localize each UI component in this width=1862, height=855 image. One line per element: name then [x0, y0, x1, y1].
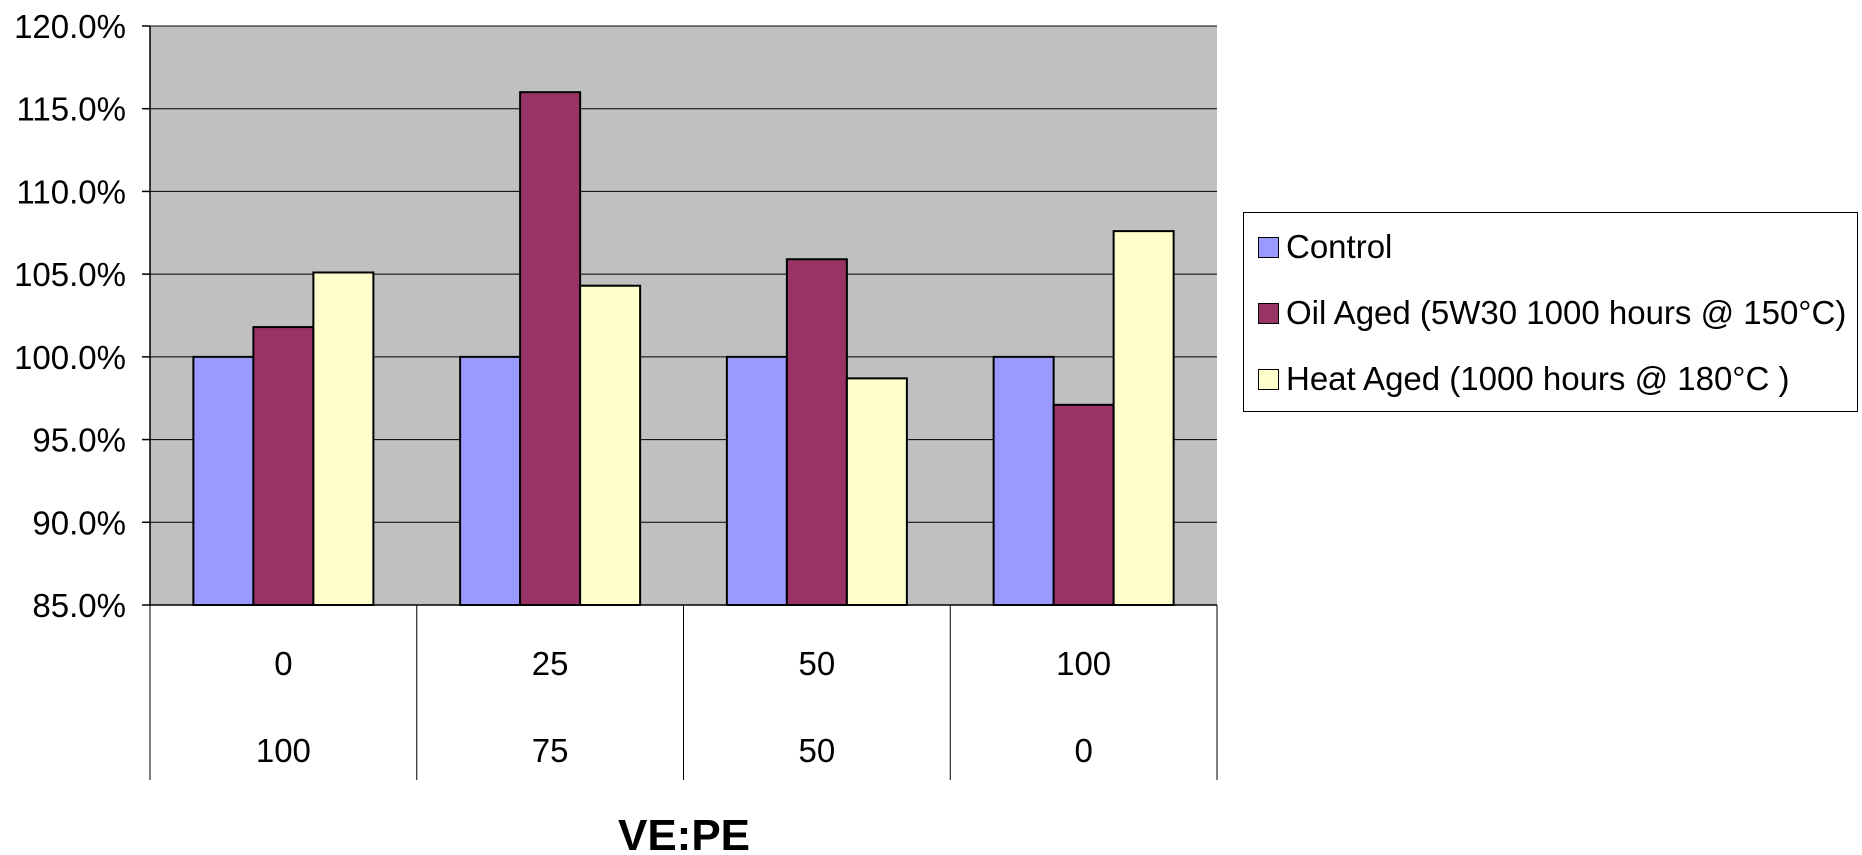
y-axis-ticks: 85.0% 90.0% 95.0% 100.0% 105.0% 110.0% 115.0% 1… — [14, 8, 150, 624]
bar-control — [992, 355, 1055, 606]
bar-oil — [252, 326, 315, 606]
legend-item: Control — [1258, 227, 1392, 267]
y-tick-label: 100.0% — [14, 339, 126, 376]
bar-oil — [785, 258, 848, 606]
y-tick-label: 105.0% — [14, 256, 126, 293]
legend-label: Oil Aged (5W30 1000 hours @ 150°C) — [1286, 294, 1847, 331]
legend-swatch — [1258, 302, 1279, 324]
legend-item: Heat Aged (1000 hours @ 180°C ) — [1258, 359, 1790, 399]
x-category-label-pe: 75 — [532, 732, 569, 769]
bar-heat — [1112, 230, 1175, 606]
y-tick-label: 110.0% — [17, 173, 126, 210]
x-category-label-pe: 100 — [256, 732, 311, 769]
x-category-label-ve: 25 — [532, 645, 569, 682]
legend-label: Control — [1286, 228, 1393, 265]
bar-control — [459, 355, 522, 606]
legend-item: Oil Aged (5W30 1000 hours @ 150°C) — [1258, 293, 1846, 333]
bar-control — [192, 355, 255, 606]
bar-heat — [845, 377, 908, 606]
bar-control — [725, 355, 788, 606]
y-tick-label: 95.0% — [32, 422, 126, 459]
y-tick-label: 120.0% — [14, 8, 126, 45]
legend: Control Oil Aged (5W30 1000 hours @ 150°C… — [1243, 212, 1858, 412]
x-axis-label: VE:PE — [618, 811, 750, 855]
bar-heat — [579, 284, 642, 606]
legend-swatch — [1258, 368, 1279, 390]
x-axis-categories: 0 100 25 75 50 50 100 0 — [149, 605, 1218, 780]
x-category-label-ve: 100 — [1056, 645, 1111, 682]
x-category-label-pe: 0 — [1074, 732, 1092, 769]
bar-oil — [519, 91, 582, 606]
legend-label: Heat Aged (1000 hours @ 180°C ) — [1286, 360, 1790, 397]
x-category-label-pe: 50 — [799, 732, 836, 769]
x-category-label-ve: 50 — [799, 645, 836, 682]
y-tick-label: 115.0% — [17, 91, 126, 128]
bar-heat — [312, 271, 375, 606]
legend-swatch — [1258, 236, 1279, 258]
y-tick-label: 85.0% — [32, 587, 126, 624]
bar-oil — [1052, 403, 1115, 606]
y-tick-label: 90.0% — [32, 504, 126, 541]
x-category-label-ve: 0 — [274, 645, 292, 682]
